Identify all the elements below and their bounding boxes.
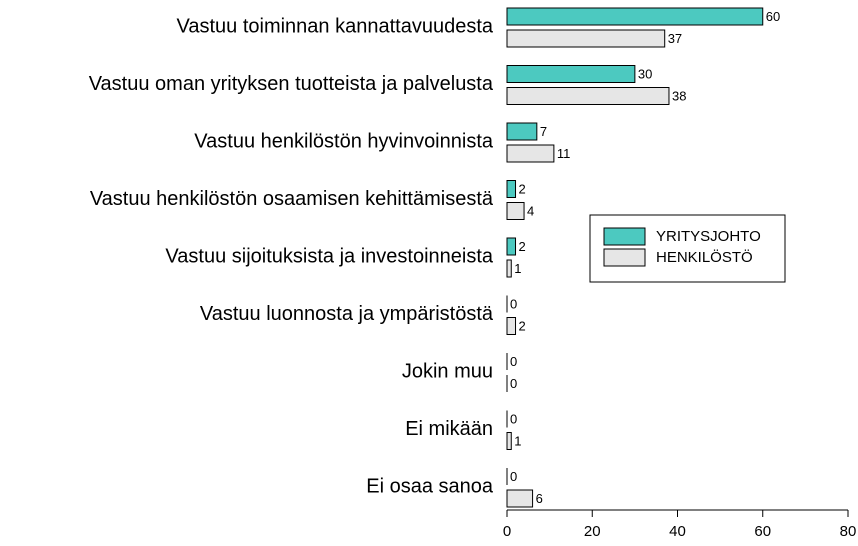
bar [506,87,670,105]
bar [506,489,534,508]
value-label: 0 [510,376,517,391]
bar [506,237,517,256]
category-label: Vastuu henkilöstön osaamisen kehittämise… [90,188,494,210]
category-label: Vastuu henkilöstön hyvinvoinnista [194,130,494,152]
x-tick-label: 0 [503,523,511,540]
bar [506,29,666,48]
value-label: 60 [766,9,780,24]
legend-label: YRITYSJOHTO [656,228,761,245]
value-label: 11 [557,146,571,161]
category-label: Vastuu sijoituksista ja investoinneista [165,245,493,267]
value-label: 2 [519,239,526,254]
x-tick-label: 60 [754,523,771,540]
legend-label: HENKILÖSTÖ [656,248,753,266]
x-tick-label: 20 [584,523,601,540]
value-label: 0 [510,296,517,311]
value-label: 37 [668,31,682,46]
value-label: 0 [510,411,517,426]
value-label: 4 [527,203,534,218]
bar [506,122,538,141]
bar [506,144,555,163]
category-label: Vastuu toiminnan kannattavuudesta [176,15,493,37]
value-label: 2 [519,181,526,196]
bar [506,432,512,450]
category-label: Vastuu oman yrityksen tuotteista ja palv… [89,73,494,95]
bar [506,7,764,26]
category-label: Jokin muu [402,360,493,382]
category-label: Ei mikään [405,418,493,440]
bar [506,180,517,198]
value-label: 30 [638,66,652,81]
bar [506,202,525,220]
category-label: Vastuu luonnosta ja ympäristöstä [200,303,494,325]
value-label: 38 [672,88,686,103]
value-label: 1 [514,433,521,448]
bar [506,317,517,335]
value-label: 0 [510,354,517,369]
legend-swatch [603,227,646,246]
value-label: 6 [536,491,543,506]
value-label: 1 [514,261,521,276]
x-tick-label: 80 [840,523,857,540]
bar [506,259,512,278]
category-label: Ei osaa sanoa [366,475,494,497]
value-label: 2 [519,318,526,333]
legend-swatch [603,248,646,267]
x-tick-label: 40 [669,523,686,540]
value-label: 7 [540,124,547,139]
bar [506,65,636,83]
value-label: 0 [510,469,517,484]
